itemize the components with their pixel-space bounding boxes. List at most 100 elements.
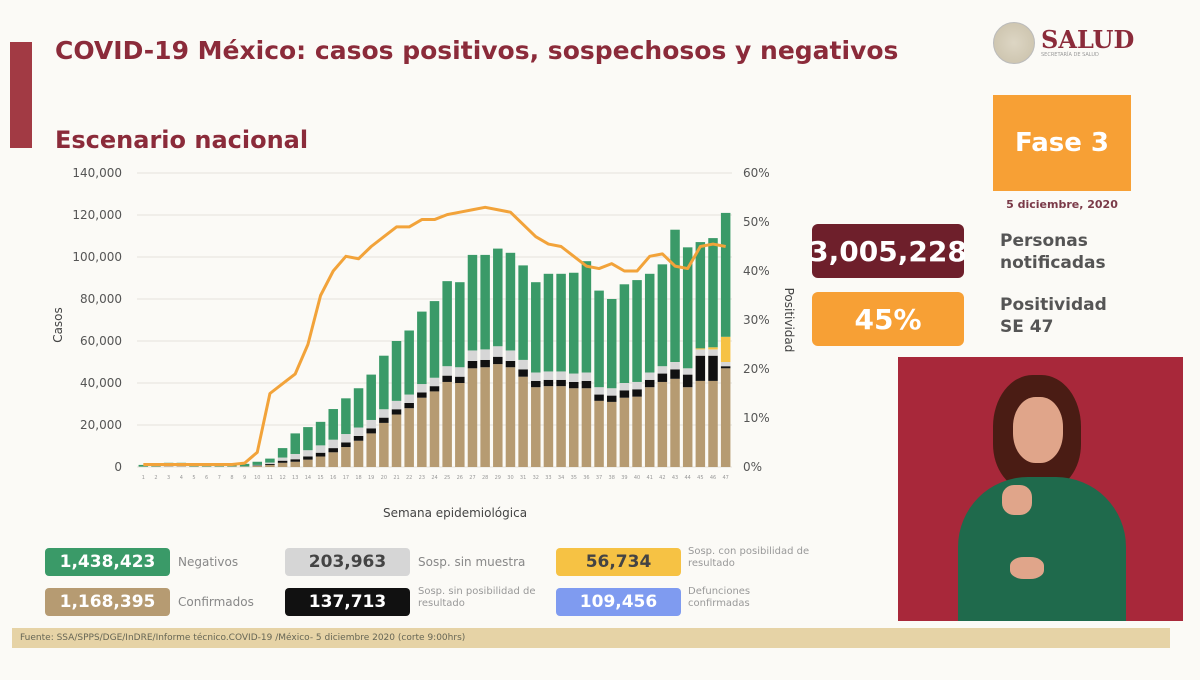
bar-segment	[543, 273, 554, 372]
positivity-line	[143, 205, 726, 467]
bar-segment	[315, 421, 326, 446]
salud-logo: SALUD SECRETARÍA DE SALUD	[993, 22, 1134, 64]
x-tick-label: 42	[659, 475, 665, 481]
x-tick-label: 33	[545, 475, 551, 481]
bar-segment	[720, 362, 731, 367]
bar-segment	[404, 394, 414, 403]
logo-subtext: SECRETARÍA DE SALUD	[1041, 52, 1099, 58]
bar-segment	[467, 254, 478, 351]
bar-segment	[277, 460, 288, 463]
x-tick-label: 12	[279, 475, 285, 481]
bar-segment	[569, 388, 579, 467]
bar-segment	[644, 372, 655, 380]
bar-segment	[670, 229, 680, 362]
bar-segment	[442, 381, 452, 467]
bar-segment	[594, 290, 604, 388]
y2-axis-label: Positividad	[782, 288, 796, 353]
personas-notificadas-label: Personas notificadas	[1000, 230, 1106, 274]
x-tick-label: 28	[482, 475, 488, 481]
bar-segment	[467, 350, 478, 361]
bar-segment	[543, 386, 554, 467]
bar-segment	[594, 394, 604, 401]
bar-segment	[277, 462, 288, 467]
bar-segment	[632, 389, 642, 397]
legend-con-posibilidad-label: Sosp. con posibilidad de resultado	[688, 546, 810, 569]
bar-segment	[581, 372, 592, 381]
bar-segment	[353, 427, 364, 436]
label-line: Positividad	[1000, 295, 1107, 315]
bar-segment	[429, 301, 440, 378]
bar-segment	[442, 375, 452, 382]
bar-segment	[505, 252, 516, 351]
bar-segment	[531, 372, 541, 381]
y-tick-label: 0	[114, 460, 122, 474]
cases-chart: 0 20,000 40,000 60,000 80,000 100,000 120,000 1…	[51, 166, 796, 520]
bar-segment	[543, 371, 554, 380]
bar-segment	[657, 373, 668, 382]
bar-segment	[720, 212, 731, 337]
x-tick-label: 29	[495, 475, 501, 481]
x-tick-label: 3	[167, 475, 170, 481]
bar-segment	[442, 281, 452, 367]
y-axis-label: Casos	[51, 307, 65, 343]
bar-segment	[265, 464, 275, 467]
bar-segment	[353, 440, 364, 467]
bar-segment	[290, 459, 300, 462]
y-tick-label: 100,000	[72, 250, 122, 264]
bar-segment	[632, 381, 642, 390]
label-line: notificadas	[1000, 253, 1106, 273]
x-tick-label: 19	[368, 475, 374, 481]
bar-segment	[455, 367, 465, 377]
x-tick-label: 8	[230, 475, 233, 481]
bar-segment	[391, 409, 402, 415]
interpreter-face	[1013, 397, 1063, 463]
bar-segment	[569, 381, 579, 389]
bar-segment	[252, 464, 263, 466]
x-tick-label: 37	[596, 475, 602, 481]
interpreter-hand	[1002, 485, 1032, 515]
bar-segment	[682, 387, 693, 467]
bar-segment	[277, 457, 288, 461]
x-tick-label: 18	[355, 475, 361, 481]
x-tick-label: 15	[317, 475, 323, 481]
x-tick-label: 36	[583, 475, 589, 481]
bar-segment	[455, 282, 465, 368]
bar-segment	[695, 380, 706, 467]
bar-segment	[644, 273, 655, 373]
bar-segment	[303, 450, 313, 457]
x-tick-label: 31	[520, 475, 526, 481]
bar-segment	[328, 409, 338, 440]
bar-segment	[138, 464, 149, 467]
x-tick-label: 43	[672, 475, 678, 481]
x-tick-label: 40	[634, 475, 640, 481]
x-tick-label: 45	[697, 475, 703, 481]
x-tick-label: 4	[180, 475, 183, 481]
bar-segment	[366, 433, 376, 467]
y2-tick-label: 30%	[743, 313, 770, 327]
bar-segment	[341, 398, 351, 435]
positividad-label: Positividad SE 47	[1000, 294, 1107, 338]
bar-segment	[353, 388, 364, 428]
bar-segment	[290, 433, 300, 454]
bar-segment	[695, 348, 706, 350]
x-tick-label: 10	[254, 475, 260, 481]
bar-segment	[720, 368, 731, 467]
x-tick-label: 25	[444, 475, 450, 481]
source-footer: Fuente: SSA/SPPS/DGE/InDRE/Informe técni…	[12, 628, 1170, 648]
legend-confirmados-value: 1,168,395	[45, 588, 170, 616]
bar-segment	[341, 447, 351, 467]
bar-segment	[569, 373, 579, 382]
bar-segment	[467, 360, 478, 369]
x-tick-label: 6	[205, 475, 208, 481]
x-tick-label: 32	[533, 475, 539, 481]
legend-sin-posibilidad-value: 137,713	[285, 588, 410, 616]
x-axis-label: Semana epidemiológica	[383, 506, 527, 520]
x-tick-label: 11	[267, 475, 273, 481]
bar-segment	[708, 355, 718, 381]
bar-segment	[429, 386, 440, 392]
bar-segment	[556, 379, 566, 387]
x-tick-label: 47	[722, 475, 728, 481]
y2-tick-label: 40%	[743, 264, 770, 278]
x-tick-label: 22	[406, 475, 412, 481]
bar-segment	[277, 448, 288, 458]
